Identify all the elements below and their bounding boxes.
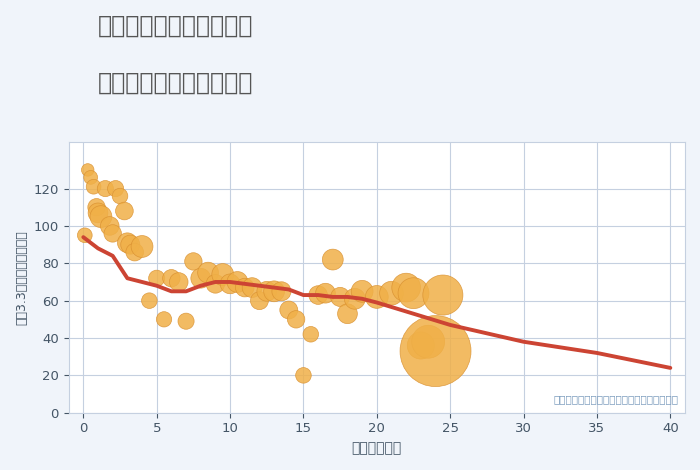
Point (125, 241, 136, 248)
Point (122, 239, 133, 247)
Point (166, 274, 177, 282)
Point (210, 280, 221, 288)
Point (269, 288, 280, 295)
Point (239, 284, 251, 291)
Point (129, 248, 140, 256)
Point (144, 297, 155, 305)
Point (195, 274, 206, 282)
Point (232, 278, 243, 286)
Point (246, 284, 258, 291)
Point (408, 290, 419, 297)
Point (181, 317, 192, 325)
Point (320, 290, 331, 297)
Point (158, 315, 169, 323)
Point (371, 293, 382, 301)
X-axis label: 築年数（年）: 築年数（年） (351, 441, 402, 455)
Point (119, 207, 130, 215)
Point (423, 338, 434, 345)
Point (349, 295, 360, 303)
Point (95, 213, 106, 220)
Point (151, 274, 162, 282)
Point (290, 315, 302, 323)
Point (327, 256, 338, 263)
Point (400, 284, 412, 291)
Point (82, 166, 93, 174)
Point (254, 297, 265, 305)
Point (356, 288, 368, 295)
Point (114, 192, 125, 200)
Point (99, 185, 111, 192)
Point (386, 290, 397, 297)
Point (173, 278, 184, 286)
Point (85, 173, 97, 181)
Point (284, 306, 295, 314)
Text: 三重県桑名市星見ヶ丘の: 三重県桑名市星見ヶ丘の (98, 14, 253, 38)
Point (305, 330, 316, 338)
Point (202, 269, 214, 276)
Point (79, 232, 90, 239)
Point (342, 310, 353, 318)
Point (217, 271, 228, 278)
Text: 築年数別中古戸建て価格: 築年数別中古戸建て価格 (98, 70, 253, 94)
Point (88, 183, 99, 190)
Point (438, 291, 449, 299)
Text: 円の大きさは、取引のあった物件面積を示す: 円の大きさは、取引のあった物件面積を示す (554, 395, 679, 405)
Point (261, 288, 272, 295)
Point (110, 185, 121, 192)
Point (104, 222, 116, 230)
Point (415, 342, 426, 349)
Point (107, 230, 118, 237)
Point (276, 288, 287, 295)
Point (312, 291, 323, 299)
Point (92, 209, 104, 217)
Point (430, 347, 441, 355)
Y-axis label: 坪（3.3㎡）単価（万円）: 坪（3.3㎡）単価（万円） (15, 230, 28, 325)
Point (298, 372, 309, 379)
Point (136, 243, 148, 250)
Point (225, 280, 236, 288)
Point (335, 293, 346, 301)
Point (188, 258, 199, 265)
Point (91, 204, 102, 211)
